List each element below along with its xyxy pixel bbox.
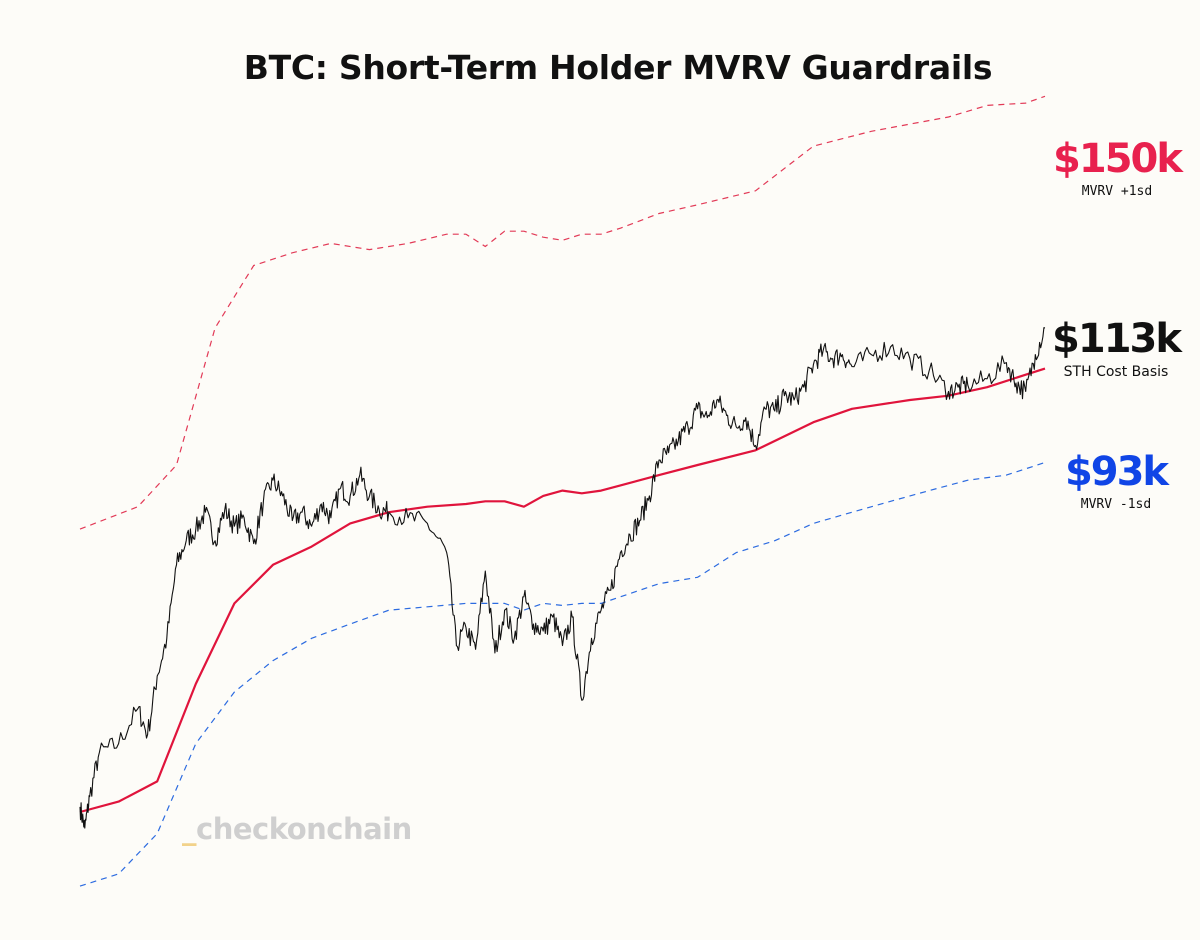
- cost-basis-caption: STH Cost Basis: [1063, 364, 1169, 380]
- upper-band-caption: MVRV +1sd: [1081, 184, 1153, 199]
- lower-band-value: $93k: [1064, 449, 1169, 495]
- series-lower-line: [79, 461, 1046, 887]
- cost-basis-label: $113k STH Cost Basis: [1048, 316, 1184, 380]
- watermark-text: checkonchain: [196, 812, 412, 846]
- watermark: _checkonchain: [182, 812, 412, 846]
- upper-band-value: $150k: [1053, 136, 1183, 182]
- cost-basis-value: $113k: [1052, 316, 1182, 362]
- chart-title: BTC: Short-Term Holder MVRV Guardrails: [243, 48, 993, 87]
- lower-band-label: $93k MVRV -1sd: [1052, 449, 1180, 512]
- watermark-prefix: _: [182, 812, 197, 846]
- upper-band-label: $150k MVRV +1sd: [1052, 136, 1183, 199]
- series-layer: [79, 95, 1046, 887]
- series-upper-line: [79, 95, 1046, 530]
- lower-band-caption: MVRV -1sd: [1080, 497, 1152, 512]
- series-price-line: [79, 327, 1046, 829]
- series-cost-basis-line: [79, 367, 1046, 814]
